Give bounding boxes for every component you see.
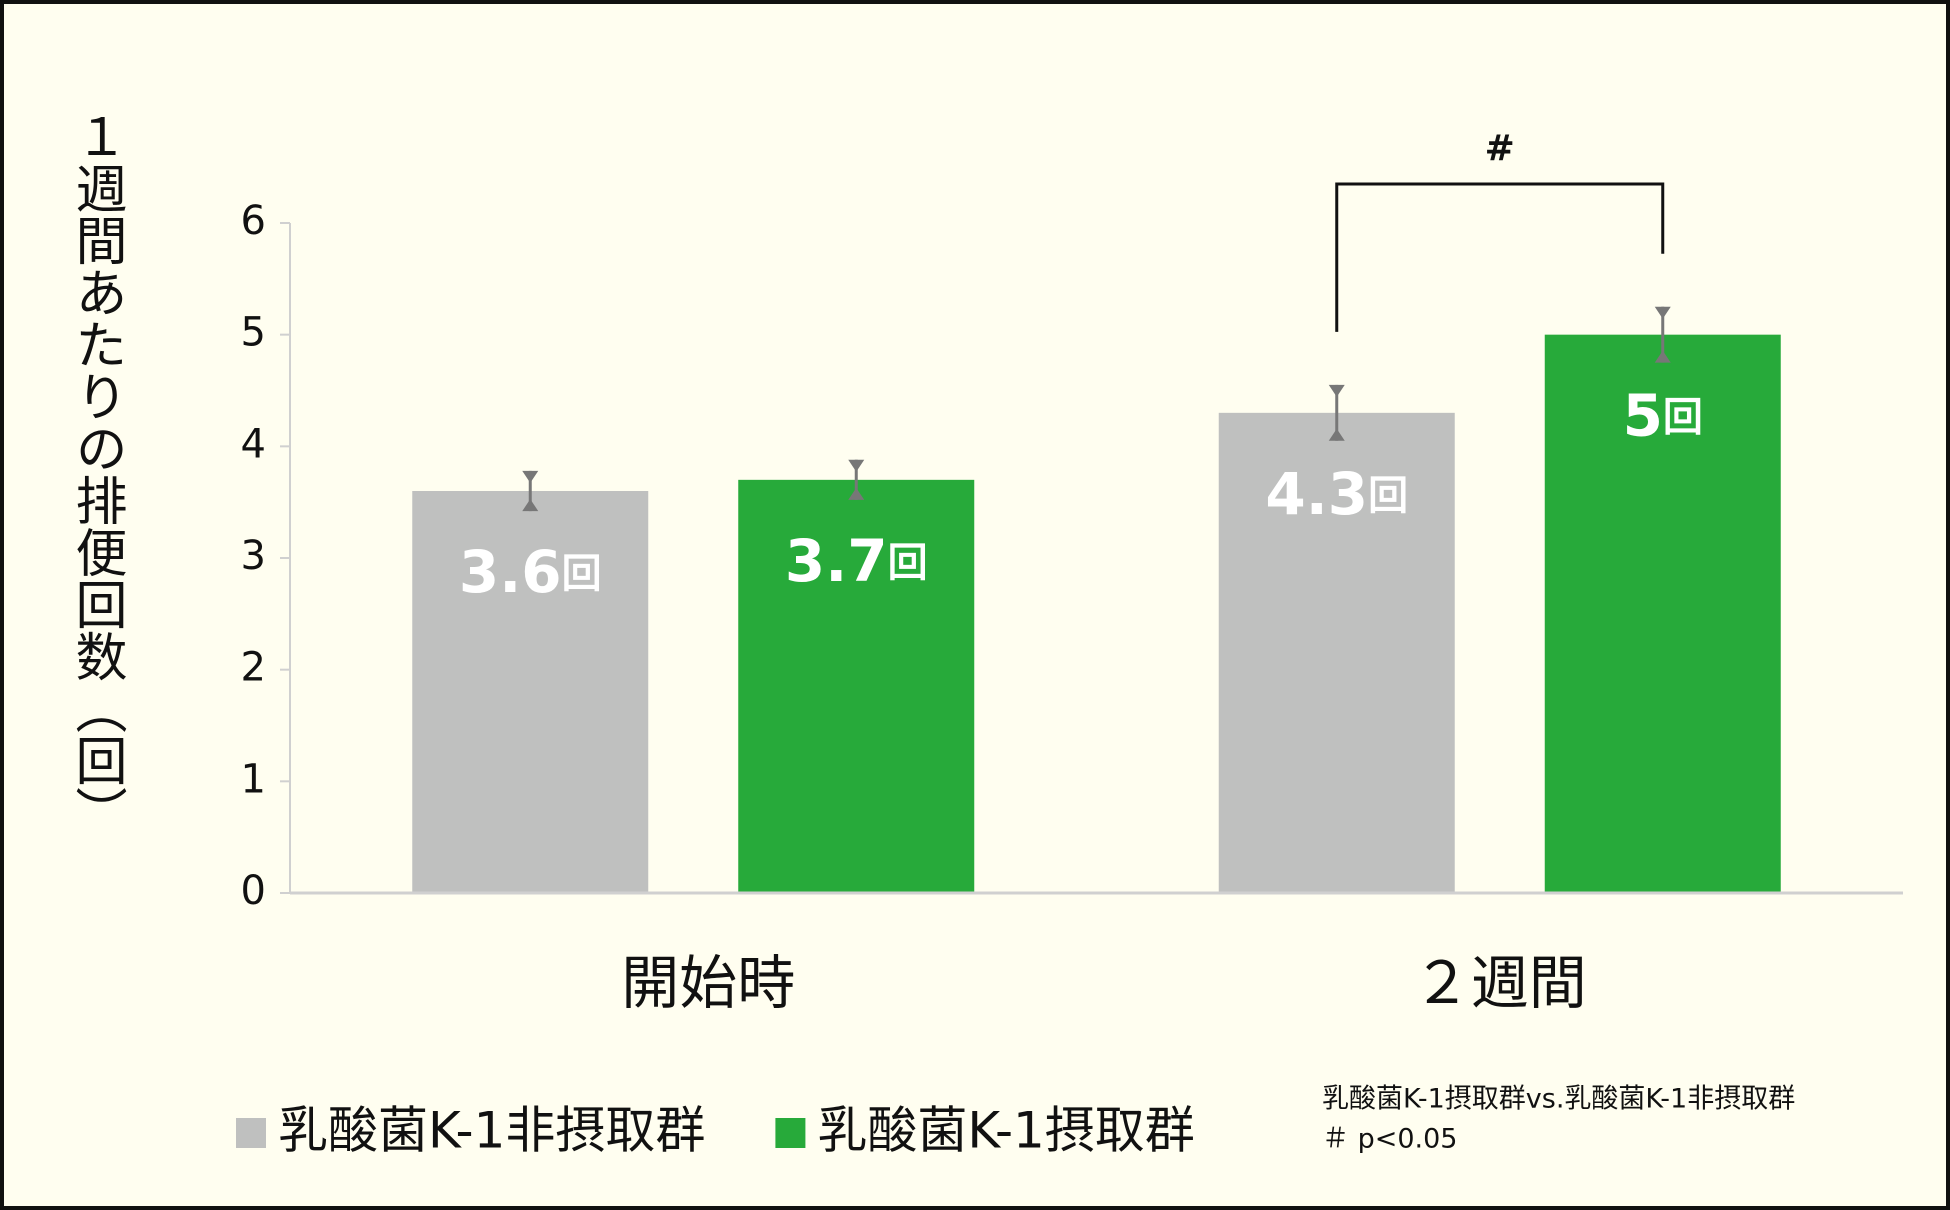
error-cap (522, 470, 539, 512)
legend-swatch (775, 1118, 806, 1148)
significance-bracket (1335, 182, 1665, 332)
data-label-unit: 回 (562, 551, 602, 597)
bar (1218, 412, 1455, 893)
error-bar (1654, 306, 1671, 363)
error-bar (1328, 384, 1345, 441)
footnote: ＃ p<0.05 (1322, 1124, 1457, 1155)
data-label-unit: 回 (1663, 395, 1703, 441)
data-label-value: 3.6 (459, 538, 562, 606)
error-bar (848, 459, 865, 500)
error-cap (1328, 384, 1345, 441)
significance-label: # (1485, 128, 1515, 169)
data-label-value: 4.3 (1265, 460, 1368, 528)
data-label-value: 3.7 (785, 527, 888, 595)
data-label: 3.7回 (785, 527, 928, 595)
error-cap (848, 459, 865, 500)
error-cap (1654, 306, 1671, 363)
y-tick-label: 3 (241, 533, 266, 579)
y-tick-label: 4 (241, 421, 266, 467)
y-tick-label: 6 (241, 198, 266, 244)
bar (738, 479, 975, 893)
data-label-value: 5 (1623, 382, 1663, 450)
data-label: 3.6回 (459, 538, 602, 606)
y-tick-label: 5 (241, 310, 266, 356)
legend-label: 乳酸菌K-1非摂取群 (278, 1102, 705, 1160)
error-bar (522, 470, 539, 512)
y-tick-label: 2 (241, 645, 266, 691)
y-tick-label: 1 (241, 756, 266, 802)
data-label-unit: 回 (1368, 473, 1408, 519)
data-label-unit: 回 (888, 540, 928, 586)
footnote: 乳酸菌K-1摂取群vs.乳酸菌K-1非摂取群 (1322, 1084, 1795, 1115)
bar (412, 491, 649, 893)
y-tick-label: 0 (241, 868, 266, 914)
data-label: 5回 (1623, 382, 1703, 450)
x-tick-label: 開始時 (621, 949, 795, 1017)
y-axis-title: １週間あたりの排便回数（回） (66, 110, 126, 838)
x-tick-label: ２週間 (1413, 949, 1587, 1017)
data-label: 4.3回 (1265, 460, 1408, 528)
bar (1544, 334, 1781, 894)
legend-label: 乳酸菌K-1摂取群 (817, 1102, 1194, 1160)
legend-swatch (236, 1118, 266, 1148)
